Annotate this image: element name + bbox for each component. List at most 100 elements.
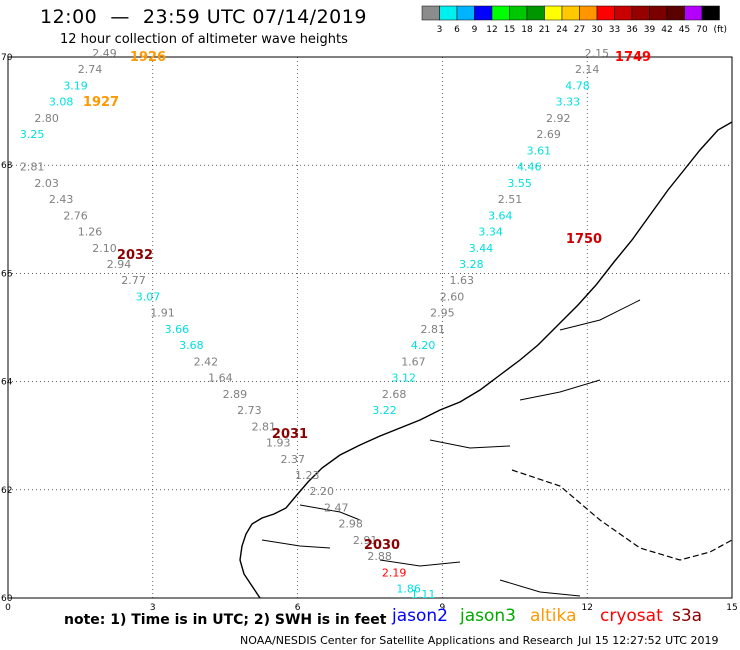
pass-time-label: 2032 bbox=[117, 248, 153, 263]
x-tick-label: 6 bbox=[295, 603, 301, 613]
wave-height-label: 2.15 bbox=[585, 47, 610, 60]
colorbar-tick-label: 21 bbox=[539, 25, 550, 35]
chart-subtitle: 12 hour collection of altimeter wave hei… bbox=[60, 32, 348, 47]
y-tick-label: 60 bbox=[1, 594, 13, 604]
wave-height-label: 2.81 bbox=[252, 420, 277, 433]
credit-line: NOAA/NESDIS Center for Satellite Applica… bbox=[240, 634, 574, 647]
wave-height-label: 3.28 bbox=[459, 258, 484, 271]
chart-title: 12:00 — 23:59 UTC 07/14/2019 bbox=[40, 6, 367, 28]
wave-height-label: 2.94 bbox=[107, 258, 132, 271]
colorbar: 3 6 9 12 15 18 21 24 27 30 33 36 39 42 45 70 (ft) bbox=[421, 5, 728, 35]
fjord-line bbox=[559, 299, 641, 331]
wave-height-label: 3.44 bbox=[469, 242, 494, 255]
wave-height-label: 3.34 bbox=[478, 226, 503, 239]
colorbar-tick-label: 39 bbox=[644, 25, 656, 35]
fjord-line bbox=[499, 579, 581, 597]
fjord-line bbox=[299, 504, 361, 521]
wave-height-label: 1.91 bbox=[150, 307, 175, 320]
fjord-line bbox=[429, 439, 511, 449]
fjord-line bbox=[379, 559, 461, 567]
wave-height-label: 2.03 bbox=[34, 177, 59, 190]
wave-height-label: 2.80 bbox=[34, 112, 59, 125]
footnote: note: 1) Time is in UTC; 2) SWH is in fe… bbox=[64, 612, 387, 628]
colorbar-tick-label: 33 bbox=[609, 25, 620, 35]
wave-height-label: 1.67 bbox=[401, 355, 426, 368]
wave-height-label: 2.51 bbox=[498, 193, 523, 206]
x-tick-label: 0 bbox=[5, 603, 11, 613]
x-tick-label: 12 bbox=[581, 603, 592, 613]
y-tick-label: 64 bbox=[1, 378, 13, 388]
x-tick-label: 15 bbox=[726, 603, 737, 613]
x-tick-label: 9 bbox=[440, 603, 446, 613]
wave-height-label: 2.89 bbox=[223, 388, 248, 401]
map-frame bbox=[7, 56, 733, 599]
colorbar-tick-label: 70 bbox=[696, 25, 708, 35]
wave-height-label: 3.33 bbox=[556, 96, 581, 109]
wave-height-label: 2.14 bbox=[575, 63, 600, 76]
wave-height-label: 3.66 bbox=[165, 323, 190, 336]
x-tick-label: 3 bbox=[150, 603, 156, 613]
wave-height-label: 2.60 bbox=[440, 290, 465, 303]
wave-height-label: 4.46 bbox=[517, 161, 542, 174]
wave-height-label: 2.98 bbox=[338, 518, 363, 531]
colorbar-swatch bbox=[701, 5, 720, 21]
wave-height-label: 3.08 bbox=[49, 96, 74, 109]
pass-time-label: 1749 bbox=[615, 50, 651, 65]
wave-height-label: 1.26 bbox=[78, 226, 103, 239]
y-tick-label: 66 bbox=[1, 269, 13, 279]
legend-jason3: jason3 bbox=[460, 606, 516, 626]
wave-height-label: 2.42 bbox=[194, 355, 219, 368]
wave-height-label: 2.91 bbox=[353, 534, 378, 547]
wave-height-label: 2.69 bbox=[536, 128, 561, 141]
wave-height-label: 2.20 bbox=[309, 485, 334, 498]
colorbar-tick-label: 24 bbox=[556, 25, 568, 35]
y-tick-label: 68 bbox=[1, 161, 13, 171]
wave-height-label: 2.73 bbox=[237, 404, 262, 417]
wave-height-label: 2.49 bbox=[92, 47, 117, 60]
legend-s3a: s3a bbox=[672, 606, 703, 626]
pass-time-label: 1927 bbox=[83, 95, 119, 110]
wave-height-label: 3.19 bbox=[63, 79, 88, 92]
pass-time-label: 2031 bbox=[272, 427, 308, 442]
colorbar-tick-label: 30 bbox=[591, 25, 603, 35]
wave-height-label: 2.81 bbox=[20, 161, 45, 174]
wave-height-label: 2.74 bbox=[78, 63, 103, 76]
legend-jason2: jason2 bbox=[392, 606, 448, 626]
wave-height-label: 3.55 bbox=[507, 177, 532, 190]
colorbar-tick-label: 36 bbox=[626, 25, 638, 35]
pass-time-label: 1926 bbox=[130, 50, 166, 65]
wave-height-label: 2.88 bbox=[367, 550, 392, 563]
fjord-line bbox=[261, 539, 331, 549]
colorbar-tick-label: 42 bbox=[661, 25, 672, 35]
wave-height-label: 1.23 bbox=[295, 469, 320, 482]
pass-time-label: 1750 bbox=[566, 232, 602, 247]
colorbar-unit: (ft) bbox=[714, 25, 728, 35]
wave-height-label: 2.95 bbox=[430, 307, 455, 320]
wave-height-label: 2.92 bbox=[546, 112, 571, 125]
wave-height-label: 3.61 bbox=[527, 144, 552, 157]
sweden-border bbox=[511, 469, 733, 561]
wave-height-label: 2.37 bbox=[281, 453, 306, 466]
wave-height-label: 4.20 bbox=[411, 339, 436, 352]
legend-altika: altika bbox=[530, 606, 577, 626]
wave-height-label: 4.78 bbox=[565, 79, 590, 92]
colorbar-tick-label: 18 bbox=[521, 25, 533, 35]
colorbar-tick-label: 6 bbox=[454, 25, 460, 35]
pass-time-label: 2030 bbox=[364, 538, 400, 553]
legend-cryosat: cryosat bbox=[600, 606, 663, 626]
colorbar-tick-label: 45 bbox=[679, 25, 690, 35]
wave-height-label: 1.63 bbox=[449, 274, 474, 287]
wave-height-label: 2.68 bbox=[382, 388, 407, 401]
y-tick-label: 62 bbox=[1, 486, 12, 496]
wave-height-label: 1.11 bbox=[411, 588, 436, 601]
colorbar-tick-label: 27 bbox=[574, 25, 585, 35]
colorbar-tick-label: 12 bbox=[486, 25, 497, 35]
colorbar-tick-label: 15 bbox=[504, 25, 515, 35]
colorbar-tick-label: 3 bbox=[437, 25, 443, 35]
wave-height-label: 2.76 bbox=[63, 209, 88, 222]
coastline bbox=[239, 121, 733, 599]
wave-height-label: 3.07 bbox=[136, 290, 161, 303]
wave-height-label: 1.93 bbox=[266, 437, 291, 450]
wave-height-label: 2.19 bbox=[382, 566, 407, 579]
